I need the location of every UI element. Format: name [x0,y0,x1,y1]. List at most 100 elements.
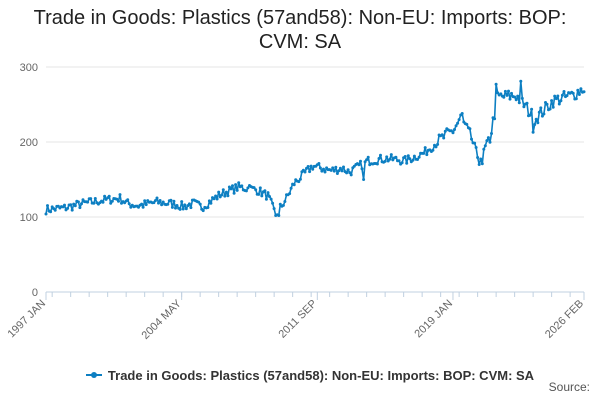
data-point[interactable] [69,203,73,207]
data-point[interactable] [577,93,581,96]
data-point[interactable] [109,201,113,205]
data-point[interactable] [231,184,234,188]
data-point[interactable] [217,190,221,194]
data-point[interactable] [89,197,93,201]
data-point[interactable] [137,205,140,209]
data-point[interactable] [70,208,74,212]
data-point[interactable] [340,169,344,173]
data-point[interactable] [394,155,398,159]
data-point[interactable] [556,94,560,98]
data-point[interactable] [224,190,228,194]
data-point[interactable] [46,204,49,208]
data-point[interactable] [346,168,350,172]
data-point[interactable] [155,196,159,200]
data-point[interactable] [271,201,275,205]
data-point[interactable] [411,158,415,162]
data-point[interactable] [278,202,282,206]
data-point[interactable] [465,122,469,126]
data-point[interactable] [110,199,114,203]
data-point[interactable] [309,164,313,168]
data-point[interactable] [103,194,107,198]
data-point[interactable] [536,121,540,125]
data-point[interactable] [334,165,338,169]
data-point[interactable] [542,112,546,116]
data-point[interactable] [93,197,97,200]
data-point[interactable] [126,198,130,202]
data-point[interactable] [379,153,382,157]
data-point[interactable] [480,162,484,166]
data-point[interactable] [158,199,162,202]
data-point[interactable] [486,136,490,140]
data-point[interactable] [348,171,352,175]
data-point[interactable] [559,99,563,103]
data-point[interactable] [86,200,90,204]
data-point[interactable] [322,167,325,171]
data-point[interactable] [160,203,164,207]
data-point[interactable] [366,155,370,159]
data-point[interactable] [320,169,324,173]
data-point[interactable] [443,129,447,133]
data-point[interactable] [283,200,287,203]
data-point[interactable] [540,114,544,118]
data-point[interactable] [553,94,557,98]
data-point[interactable] [499,92,503,96]
data-point[interactable] [281,203,285,207]
data-point[interactable] [197,200,201,204]
data-point[interactable] [201,209,205,213]
data-point[interactable] [345,171,349,175]
data-point[interactable] [215,197,219,201]
data-point[interactable] [388,157,392,161]
data-point[interactable] [530,107,534,111]
data-point[interactable] [264,197,268,201]
data-point[interactable] [297,180,301,184]
data-point[interactable] [206,206,210,209]
data-point[interactable] [63,203,66,207]
data-point[interactable] [476,156,480,159]
data-point[interactable] [143,199,147,203]
data-point[interactable] [425,153,429,157]
data-point[interactable] [510,91,513,95]
data-point[interactable] [522,105,526,109]
data-point[interactable] [434,145,438,149]
data-point[interactable] [240,184,244,188]
data-point[interactable] [436,142,440,146]
data-point[interactable] [183,203,187,207]
data-point[interactable] [92,201,96,205]
data-point[interactable] [246,186,250,190]
data-point[interactable] [408,157,412,161]
data-point[interactable] [460,112,464,115]
data-point[interactable] [234,183,238,187]
data-point[interactable] [562,90,566,93]
data-point[interactable] [582,90,586,94]
data-point[interactable] [73,204,77,208]
data-point[interactable] [107,194,111,198]
data-point[interactable] [442,136,446,140]
data-point[interactable] [422,151,426,155]
data-point[interactable] [338,166,342,170]
data-point[interactable] [311,167,315,171]
data-point[interactable] [494,82,498,86]
data-point[interactable] [44,212,48,216]
data-point[interactable] [579,87,583,91]
data-point[interactable] [496,91,500,95]
data-point[interactable] [80,202,83,206]
data-point[interactable] [406,154,410,158]
data-point[interactable] [214,194,218,198]
data-point[interactable] [537,110,541,114]
data-point[interactable] [417,155,421,159]
data-point[interactable] [375,162,379,166]
data-point[interactable] [457,118,461,122]
data-point[interactable] [479,157,483,161]
data-point[interactable] [485,139,489,143]
data-point[interactable] [258,186,262,190]
data-point[interactable] [516,94,520,98]
data-point[interactable] [189,206,193,210]
data-point[interactable] [520,96,524,100]
data-point[interactable] [187,202,191,206]
data-point[interactable] [198,202,202,206]
data-point[interactable] [357,163,361,167]
data-point[interactable] [317,162,321,165]
data-point[interactable] [181,207,185,211]
data-point[interactable] [360,167,364,171]
data-point[interactable] [277,214,281,217]
